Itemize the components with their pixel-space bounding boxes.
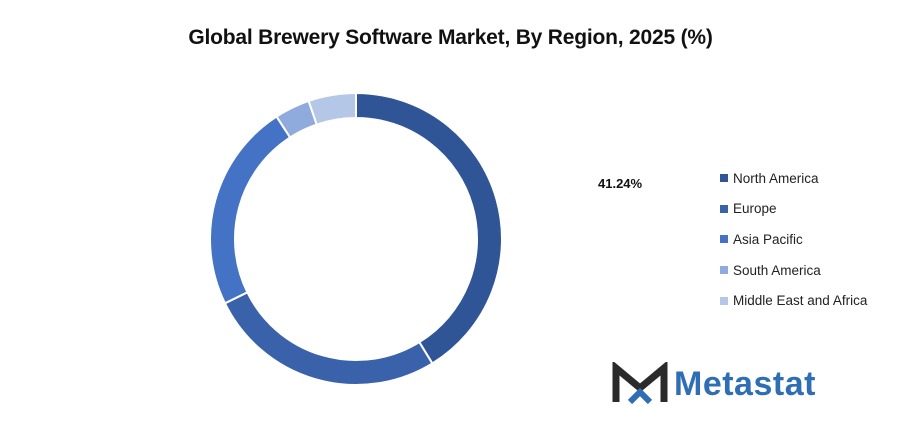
legend-item-south-america: South America [720, 260, 867, 280]
legend-swatch [720, 235, 728, 244]
legend-swatch [720, 174, 728, 182]
legend-item-north-america: North America [720, 168, 867, 188]
chart-title: Global Brewery Software Market, By Regio… [188, 26, 713, 49]
brand-name: Metastat [674, 364, 816, 403]
legend-swatch [720, 266, 728, 275]
legend-label: Middle East and Africa [733, 293, 868, 309]
legend-swatch [720, 296, 728, 305]
north-america-value-label: 41.24% [598, 176, 643, 191]
metastat-m-logo-icon [612, 362, 668, 405]
metastat-logo: Metastat [612, 362, 816, 406]
legend-label: South America [733, 262, 821, 278]
donut-slice-europe [223, 290, 434, 386]
legend-label: North America [733, 170, 819, 186]
chart-legend: North America Europe Asia Pacific South … [720, 168, 867, 321]
legend-item-middle-east-africa: Middle East and Africa [720, 291, 867, 311]
donut-slice-middle-east-africa [307, 91, 357, 126]
legend-label: Asia Pacific [733, 231, 803, 247]
donut-slice-north-america [355, 91, 503, 365]
donut-slice-asia-pacific [209, 115, 292, 305]
legend-item-europe: Europe [720, 199, 867, 219]
legend-item-asia-pacific: Asia Pacific [720, 229, 867, 249]
legend-swatch [720, 204, 728, 213]
legend-label: Europe [733, 201, 777, 217]
